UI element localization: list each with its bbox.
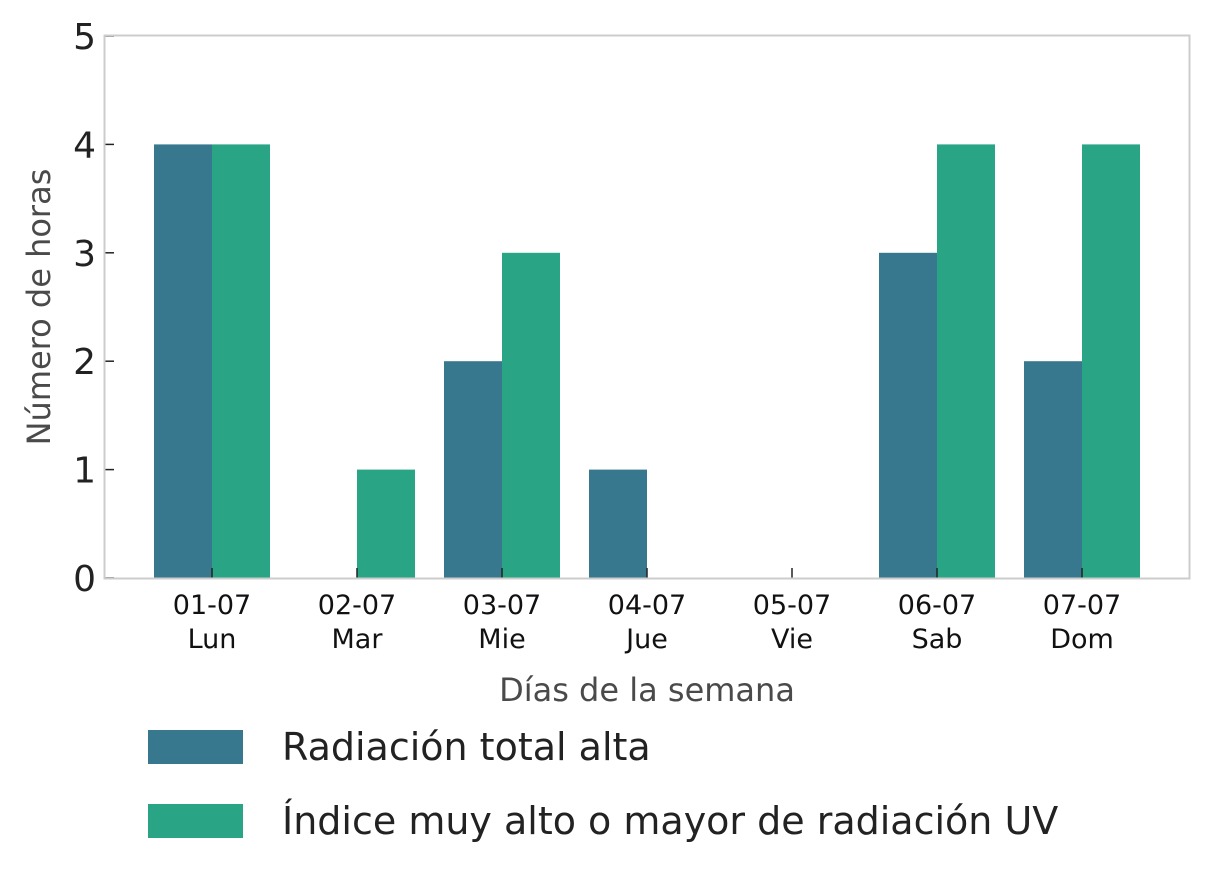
- x-tick-label-03-07: 03-07 Mie: [463, 590, 541, 655]
- bar-series1-04-07: [589, 469, 647, 578]
- x-tick-label-04-07: 04-07 Jue: [608, 590, 686, 655]
- bar-series1-01-07: [154, 144, 212, 578]
- legend-item-radiacion-total: Radiación total alta: [148, 722, 1148, 782]
- x-tick-label-01-07: 01-07 Lun: [173, 590, 251, 655]
- legend-swatch-radiacion-total: [148, 730, 243, 764]
- legend-swatch-indice-uv: [148, 804, 243, 838]
- legend-label-indice-uv: Índice muy alto o mayor de radiación UV: [282, 799, 1059, 843]
- x-tick-label-02-07: 02-07 Mar: [318, 590, 396, 655]
- ticks-layer: 0 1 2 3 4 5 01-07 Lun 02-07 Mar 03-07 Mie 04-07 Jue 05…: [73, 17, 1121, 655]
- bar-series1-03-07: [444, 361, 502, 578]
- bar-series2-02-07: [357, 469, 415, 578]
- x-tick-label-05-07: 05-07 Vie: [753, 590, 831, 655]
- y-tick-label-0: 0: [73, 559, 96, 600]
- y-tick-label-2: 2: [73, 342, 96, 383]
- bar-series2-06-07: [937, 144, 995, 578]
- plot-frame: [103, 34, 1191, 580]
- y-axis-title: Número de horas: [20, 169, 58, 446]
- x-tick-label-06-07: 06-07 Sab: [898, 590, 976, 655]
- y-tick-label-3: 3: [73, 234, 96, 275]
- bar-series2-03-07: [502, 252, 560, 579]
- bar-series1-06-07: [879, 252, 937, 579]
- bar-series2-07-07: [1082, 144, 1140, 578]
- y-tick-label-4: 4: [73, 125, 96, 166]
- legend-label-radiacion-total: Radiación total alta: [282, 725, 651, 769]
- x-axis-title: Días de la semana: [499, 671, 795, 709]
- y-tick-label-5: 5: [73, 17, 96, 58]
- legend-item-indice-uv: Índice muy alto o mayor de radiación UV: [148, 796, 1148, 856]
- bar-series1-07-07: [1024, 361, 1082, 578]
- x-tick-label-07-07: 07-07 Dom: [1043, 590, 1121, 655]
- y-tick-label-1: 1: [73, 451, 96, 492]
- bars-layer: [154, 144, 1140, 579]
- bar-series2-01-07: [212, 144, 270, 578]
